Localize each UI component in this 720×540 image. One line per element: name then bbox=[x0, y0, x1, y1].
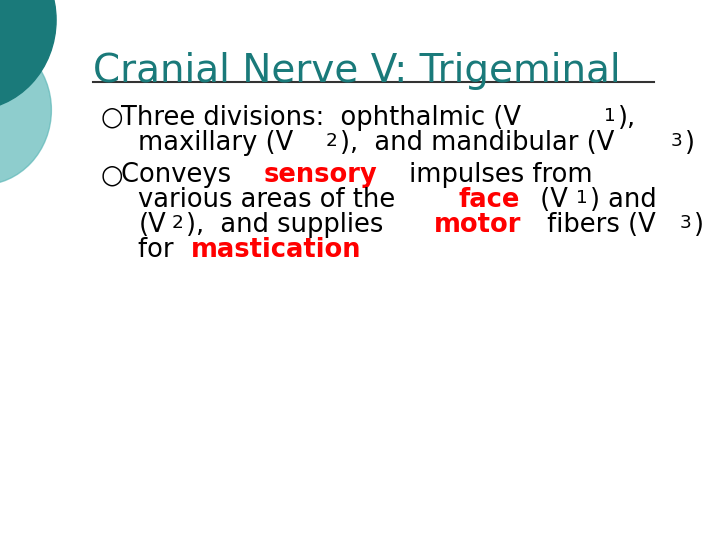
Text: Three divisions:  ophthalmic (V: Three divisions: ophthalmic (V bbox=[122, 105, 521, 131]
Text: 3: 3 bbox=[671, 132, 683, 150]
Text: ): ) bbox=[685, 130, 695, 156]
Text: ),: ), bbox=[618, 105, 636, 131]
Text: (V: (V bbox=[532, 187, 568, 213]
Text: for: for bbox=[138, 237, 182, 263]
Text: fibers (V: fibers (V bbox=[539, 212, 656, 238]
Text: ): ) bbox=[694, 212, 704, 238]
Text: sensory: sensory bbox=[264, 162, 378, 188]
Text: Conveys: Conveys bbox=[122, 162, 240, 188]
Text: mastication: mastication bbox=[191, 237, 361, 263]
Text: 2: 2 bbox=[172, 214, 184, 232]
Text: various areas of the: various areas of the bbox=[138, 187, 404, 213]
Circle shape bbox=[0, 35, 51, 185]
Text: ),  and mandibular (V: ), and mandibular (V bbox=[340, 130, 614, 156]
Text: ) and: ) and bbox=[590, 187, 657, 213]
Text: motor: motor bbox=[434, 212, 521, 238]
Text: ○: ○ bbox=[101, 105, 123, 131]
Circle shape bbox=[0, 0, 56, 110]
Text: Cranial Nerve V: Trigeminal: Cranial Nerve V: Trigeminal bbox=[94, 52, 621, 90]
Text: 2: 2 bbox=[325, 132, 338, 150]
Text: 1: 1 bbox=[604, 107, 616, 125]
Text: impulses from: impulses from bbox=[401, 162, 593, 188]
Text: (V: (V bbox=[138, 212, 166, 238]
Text: ),  and supplies: ), and supplies bbox=[186, 212, 392, 238]
Text: 3: 3 bbox=[680, 214, 692, 232]
Text: 1: 1 bbox=[575, 189, 588, 207]
Text: face: face bbox=[459, 187, 520, 213]
Text: maxillary (V: maxillary (V bbox=[138, 130, 294, 156]
Text: ○: ○ bbox=[101, 162, 123, 188]
